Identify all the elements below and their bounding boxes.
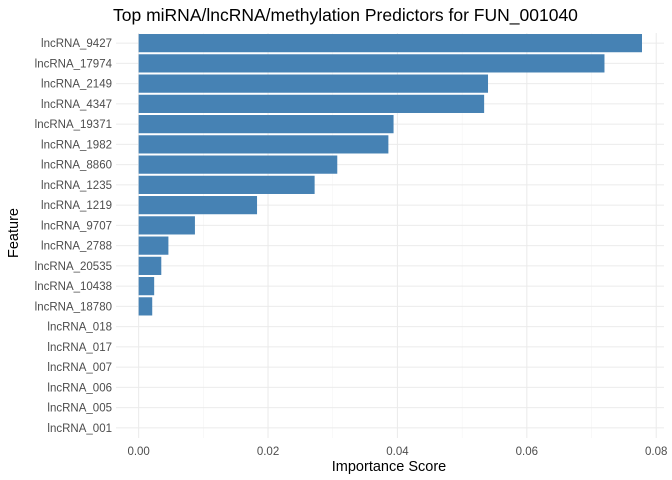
bar-lncRNA_17974 [138,54,605,73]
y-tick-label: lncRNA_1219 [41,200,112,212]
bar-lncRNA_1982 [138,135,389,154]
x-tick-label: 0.04 [386,446,409,458]
x-tick-label: 0.00 [127,446,149,458]
bar-lncRNA_8860 [138,155,338,174]
y-tick-label: lncRNA_18780 [35,301,112,313]
y-tick-labels: lncRNA_9427 lncRNA_17974 lncRNA_2149 lncRNA… [35,38,113,435]
bar-lncRNA_1219 [138,196,258,215]
bar-lncRNA_9707 [138,216,195,235]
y-tick-label: lncRNA_1235 [41,180,112,192]
y-tick-label: lncRNA_8860 [41,160,112,172]
y-tick-label: lncRNA_1982 [41,139,112,151]
y-tick-label: lncRNA_9707 [41,220,112,232]
y-tick-label: lncRNA_10438 [35,281,112,293]
x-tick-label: 0.06 [516,446,538,458]
y-tick-label: lncRNA_017 [47,342,112,354]
chart-title: Top miRNA/lncRNA/methylation Predictors … [113,5,578,26]
y-tick-label: lncRNA_007 [47,362,112,374]
bar-lncRNA_4347 [138,94,485,113]
bar-lncRNA_20535 [138,256,162,275]
y-tick-label: lncRNA_4347 [41,99,112,111]
y-tick-label: lncRNA_17974 [35,58,113,70]
y-axis-title: Feature [6,208,22,258]
y-tick-label: lncRNA_018 [47,322,112,334]
bar-lncRNA_10438 [138,277,155,296]
y-tick-label: lncRNA_005 [47,403,112,415]
x-tick-label: 0.02 [257,446,279,458]
x-axis-title: Importance Score [332,459,446,475]
y-tick-label: lncRNA_001 [47,423,112,435]
bar-lncRNA_1235 [138,175,315,194]
y-tick-label: lncRNA_19371 [35,119,112,131]
bar-lncRNA_2149 [138,74,489,93]
x-tick-labels: 0.00 0.02 0.04 0.06 0.08 [127,446,667,458]
bar-lncRNA_9427 [138,34,643,53]
bars [138,34,643,316]
x-tick-label: 0.08 [645,446,667,458]
y-tick-label: lncRNA_006 [47,382,112,394]
bar-lncRNA_19371 [138,115,394,134]
bar-lncRNA_18780 [138,297,153,316]
y-tick-label: lncRNA_20535 [35,261,112,273]
y-tick-label: lncRNA_2149 [41,79,112,91]
y-tick-label: lncRNA_9427 [41,38,112,50]
bar-lncRNA_2788 [138,236,169,255]
grid [116,33,664,438]
y-tick-label: lncRNA_2788 [41,241,112,253]
